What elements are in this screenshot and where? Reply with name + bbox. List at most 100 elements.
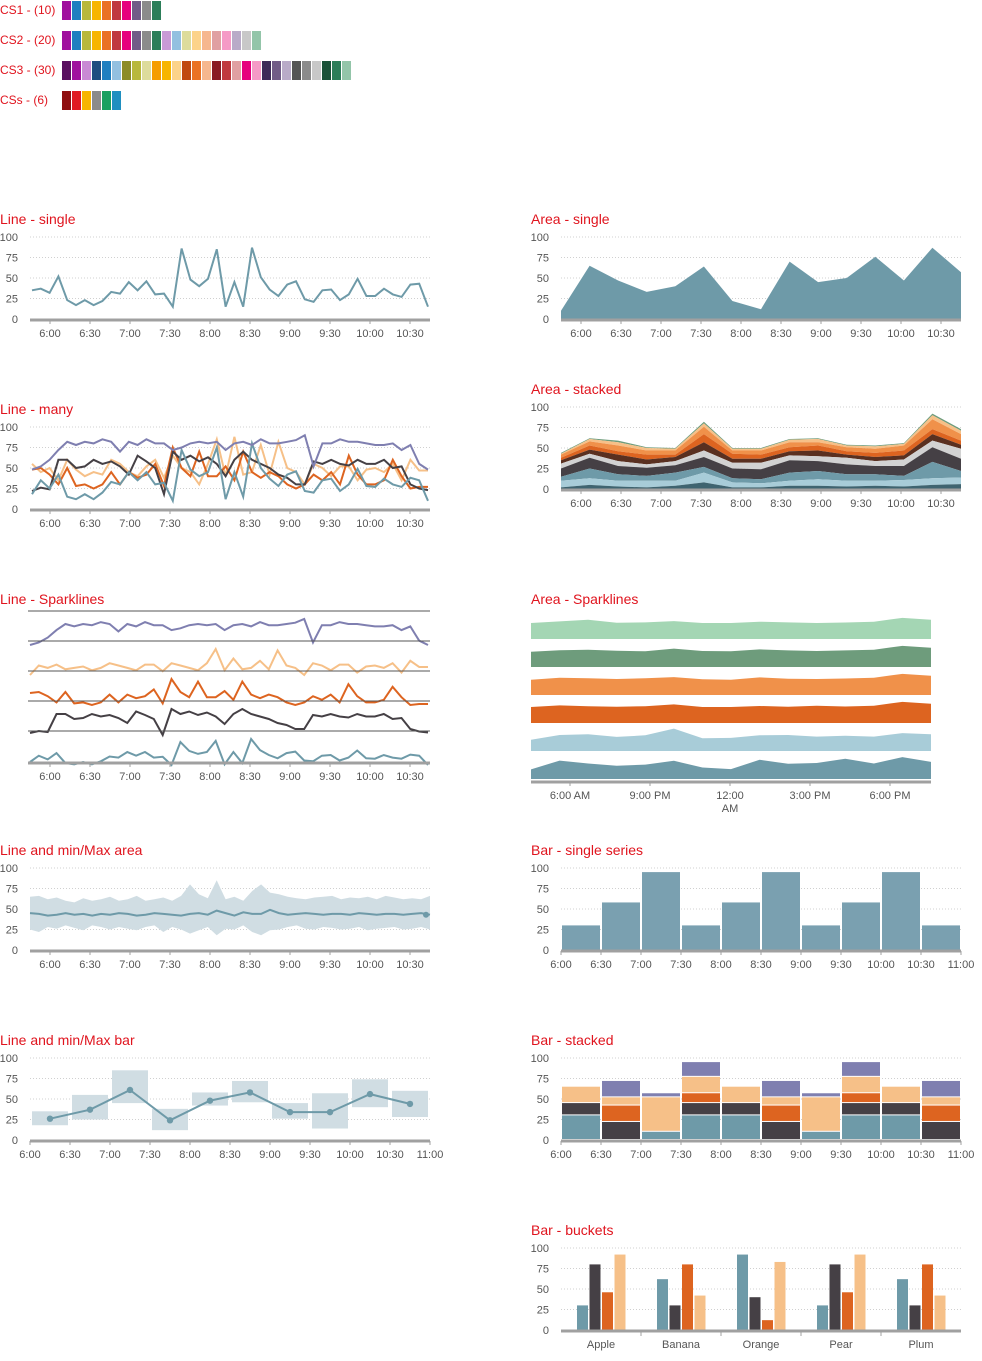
series-line (31, 247, 429, 310)
grouped-bar (749, 1297, 761, 1330)
y-tick-label: 75 (537, 884, 549, 896)
bar (842, 902, 880, 950)
chart-svg: 0 25 50 75 100 6:00 6:30 7:00 7:30 8:00 8:30 9:00 9:… (531, 232, 961, 340)
chart-title: Line - single (0, 211, 76, 227)
grouped-bar (602, 1292, 613, 1330)
chart-line-minmax-bar: Line and min/Max bar 0 25 50 75 100 6:00 6:30 7… (0, 1032, 445, 1182)
palette-swatch (112, 0, 121, 20)
stacked-bar-segment (922, 1080, 960, 1097)
minmax-box (112, 1070, 148, 1104)
stacked-bar-segment (762, 1080, 800, 1097)
palette-swatch (212, 30, 221, 50)
chart-line-minmax-area: Line and min/Max area 0 25 50 75 100 6:00 6:30… (0, 842, 440, 992)
x-tick-label: 8:30 (750, 1149, 771, 1161)
x-tick-label: 6:00 (570, 498, 591, 510)
palette-swatch (162, 60, 171, 80)
x-tick-label: 3:00 PM (790, 790, 831, 802)
palette-colors (62, 0, 161, 20)
palette-swatch (112, 60, 121, 80)
grouped-bar (922, 1264, 933, 1330)
stacked-bar-segment (682, 1076, 720, 1093)
chart-line-many: Line - many 0 25 50 75 100 6:00 6:30 7:00 7:30 8:… (0, 401, 440, 551)
series-line (31, 449, 429, 499)
palette-swatch (182, 60, 191, 80)
x-tick-label: 6:00 (570, 328, 591, 340)
y-tick-label: 100 (0, 863, 18, 875)
stacked-bar-segment (802, 1097, 840, 1131)
x-tick-label: 10:00 (356, 328, 384, 340)
stacked-bar-segment (682, 1062, 720, 1076)
grouped-bar (817, 1305, 828, 1330)
stacked-bar-segment (882, 1103, 920, 1115)
x-tick-label: 11:00 (948, 1149, 975, 1161)
y-tick-label: 25 (537, 294, 549, 306)
stacked-bar-segment (842, 1103, 880, 1115)
grouped-bar (737, 1254, 748, 1330)
bar (722, 902, 760, 950)
palette-swatch (122, 0, 131, 20)
stacked-bar-segment (642, 1131, 680, 1139)
x-tick-label: 11:00 (948, 959, 975, 971)
x-tick-label: 7:30 (690, 328, 711, 340)
x-tick-label: 6:00 (19, 1149, 40, 1161)
chart-svg: 0 25 50 75 100 Apple Banana Orange Pear Plum (531, 1243, 961, 1351)
palette-swatch (82, 0, 91, 20)
x-tick-label: 6:00 (39, 328, 60, 340)
x-tick-label: 6:00 (39, 959, 60, 971)
stacked-bar-segment (762, 1105, 800, 1121)
stacked-bar-segment (802, 1093, 840, 1097)
x-tick-label: 11:00 (417, 1149, 444, 1161)
sparkline (29, 707, 429, 738)
x-tick-label: 9:30 (319, 328, 340, 340)
palette-swatch (322, 60, 331, 80)
x-tick-label: 10:30 (907, 1149, 935, 1161)
data-point (246, 1089, 254, 1096)
palette-swatch (132, 0, 141, 20)
x-tick-label: 10:30 (396, 328, 424, 340)
x-tick-label: 10:30 (927, 328, 955, 340)
y-tick-label: 25 (6, 1115, 18, 1127)
x-tick-label: 8:00 (730, 498, 751, 510)
data-point (286, 1108, 294, 1116)
stacked-bar-segment (682, 1115, 720, 1139)
x-tick-label: 8:00 (710, 1149, 731, 1161)
x-tick-label: 7:00 (650, 498, 671, 510)
stacked-bar-segment (562, 1103, 600, 1115)
x-tick-label: 12:00 (716, 790, 744, 802)
palette-swatch (92, 60, 101, 80)
x-tick-label: 8:30 (239, 771, 260, 783)
x-tick-label: 8:00 (199, 771, 220, 783)
x-tick-label: 6:00 AM (550, 790, 590, 802)
chart-svg: 0 25 50 75 100 6:00 6:30 7:00 7:30 8:00 8:30 9:00 9:… (531, 1053, 975, 1161)
x-tick-label: 6:00 (39, 518, 60, 530)
stacked-area-layer (561, 419, 961, 458)
data-point (206, 1097, 214, 1104)
bar (762, 872, 800, 950)
palette-swatch (62, 30, 71, 50)
grouped-bar (589, 1264, 601, 1330)
sparkline (29, 676, 428, 707)
x-tick-label: 9:00 (279, 959, 300, 971)
palette-swatch (222, 60, 231, 80)
palette-swatch (92, 30, 101, 50)
x-tick-label: 9:30 (830, 959, 851, 971)
x-tick-label: 10:30 (396, 959, 424, 971)
x-tick-label: 10:00 (867, 1149, 895, 1161)
chart-area-sparklines: Area - Sparklines 6:00 AM 9:00 PM 12:00 AM 3… (531, 591, 971, 836)
y-tick-label: 25 (537, 925, 549, 937)
x-tick-label: 10:00 (336, 1149, 364, 1161)
y-tick-label: 25 (6, 484, 18, 496)
x-tick-label: 9:00 (279, 518, 300, 530)
stacked-bar-segment (722, 1103, 760, 1115)
x-tick-label: 7:30 (670, 959, 691, 971)
palette-swatch (152, 60, 161, 80)
palette-swatch (152, 0, 161, 20)
x-tick-label: 8:00 (199, 518, 220, 530)
data-point (126, 1086, 134, 1094)
x-tick-label: 8:30 (239, 518, 260, 530)
stacked-bar-segment (722, 1115, 760, 1139)
palette-row-cs1: CS1 - (10) (0, 0, 161, 20)
sparkline (29, 646, 428, 677)
y-tick-label: 75 (537, 1264, 549, 1276)
